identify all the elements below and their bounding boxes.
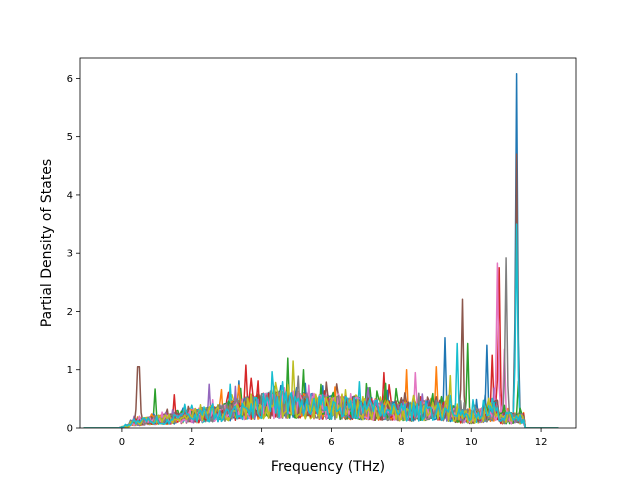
series-line-20 xyxy=(83,371,559,428)
x-tick-label: 12 xyxy=(535,437,548,448)
x-tick-label: 4 xyxy=(258,437,264,448)
y-tick-label: 3 xyxy=(67,249,73,260)
plot-frame xyxy=(79,57,577,429)
y-tick-label: 4 xyxy=(67,190,73,201)
x-axis-title: Frequency (THz) xyxy=(271,459,385,475)
y-tick-label: 6 xyxy=(67,74,73,85)
x-tick-label: 10 xyxy=(465,437,478,448)
series-layer xyxy=(83,72,559,428)
x-axis: 0 2 4 6 8 10 12 xyxy=(119,428,548,448)
y-tick-label: 5 xyxy=(67,132,73,143)
y-axis-title: Partial Density of States xyxy=(39,159,55,327)
y-tick-label: 2 xyxy=(67,307,73,318)
y-tick-label: 0 xyxy=(67,424,73,435)
x-tick-label: 2 xyxy=(189,437,195,448)
y-axis: 0 1 2 3 4 5 6 xyxy=(67,74,80,435)
x-tick-label: 0 xyxy=(119,437,125,448)
x-tick-label: 8 xyxy=(398,437,404,448)
x-tick-label: 6 xyxy=(328,437,334,448)
y-tick-label: 1 xyxy=(67,365,73,376)
